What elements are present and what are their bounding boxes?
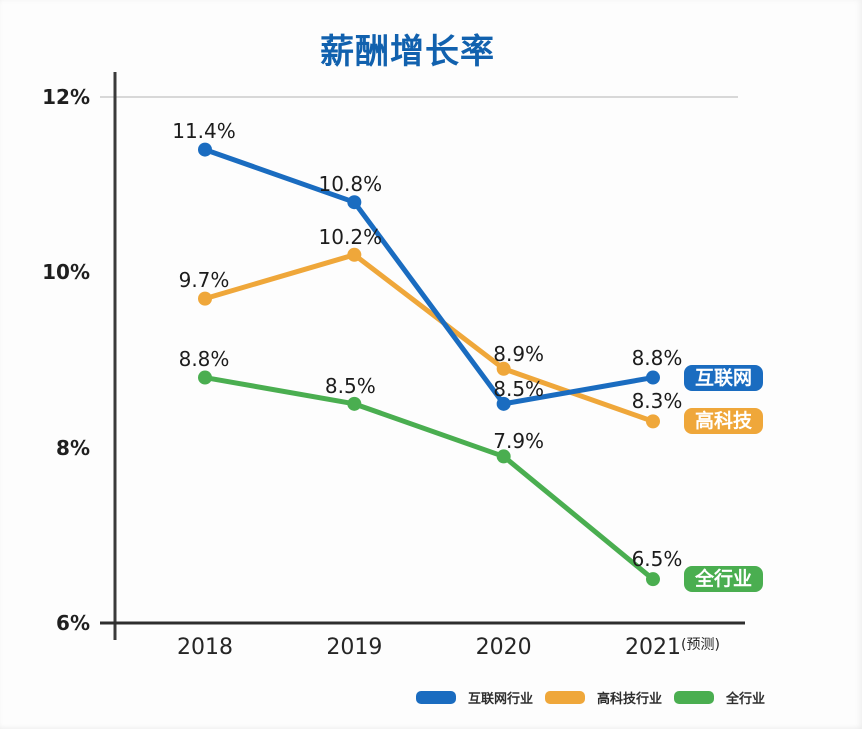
- x-axis-tick-year: 2018: [177, 635, 233, 660]
- y-axis-tick-label: 8%: [56, 435, 90, 460]
- x-axis-tick-year: 2019: [326, 635, 383, 660]
- legend-label-all-industry: 全行业: [726, 692, 766, 707]
- legend-item-hightech: 高科技行业: [545, 688, 662, 707]
- data-point-hightech-2021: [645, 414, 660, 429]
- data-point-internet-2021: [645, 370, 660, 385]
- data-label-hightech-2018: 9.7%: [178, 267, 230, 292]
- forecast-suffix: (预测): [680, 637, 720, 653]
- data-point-all-industry-2019: [347, 396, 362, 411]
- data-point-internet-2019: [347, 195, 362, 210]
- data-label-internet-2019: 10.8%: [318, 172, 383, 197]
- data-point-hightech-2019: [347, 247, 362, 262]
- series-line-hightech: [202, 252, 656, 424]
- series-badge-internet: 互联网: [684, 364, 764, 391]
- data-point-all-industry-2020: [496, 449, 511, 464]
- series-badge-hightech: 高科技: [684, 408, 764, 435]
- data-label-hightech-2021: 8.3%: [631, 389, 683, 414]
- x-axis-tick-year: 2020: [475, 635, 532, 660]
- data-label-hightech-2019: 10.2%: [318, 224, 383, 249]
- legend-item-internet: 互联网行业: [416, 688, 533, 707]
- y-axis-tick-label: 6%: [56, 611, 90, 635]
- x-axis-tick-year: 2021: [624, 635, 681, 660]
- data-label-all-industry-2018: 8.8%: [178, 346, 230, 371]
- x-axis-tick-label: 2020: [476, 635, 532, 661]
- data-label-internet-2020: 8.5%: [493, 376, 545, 401]
- data-point-all-industry-2021: [645, 572, 660, 587]
- y-axis-tick-label: 12%: [42, 85, 90, 109]
- data-label-internet-2021: 8.8%: [631, 345, 683, 370]
- legend-swatch-internet: [416, 691, 456, 704]
- legend: 互联网行业 高科技行业 全行业: [416, 688, 765, 707]
- x-axis-tick-label: 2019: [326, 635, 382, 661]
- data-label-all-industry-2019: 8.5%: [324, 373, 376, 398]
- legend-swatch-all-industry: [674, 691, 715, 704]
- data-label-internet-2018: 11.4%: [172, 118, 236, 143]
- legend-label-hightech: 高科技行业: [597, 692, 663, 707]
- series-badge-all-industry: 全行业: [684, 566, 764, 593]
- data-point-internet-2018: [198, 142, 212, 157]
- data-point-internet-2020: [496, 396, 511, 411]
- chart-title: 薪酬增长率: [320, 32, 495, 72]
- legend-item-all-industry: 全行业: [674, 688, 765, 707]
- series-line-all-industry: [202, 375, 656, 582]
- data-label-all-industry-2020: 7.9%: [493, 429, 545, 454]
- legend-label-internet: 互联网行业: [468, 692, 534, 707]
- data-label-all-industry-2021: 6.5%: [631, 547, 683, 572]
- data-point-hightech-2018: [198, 291, 212, 306]
- x-axis-tick-label: 2021 (预测): [624, 635, 720, 661]
- x-axis-tick-label: 2018: [177, 635, 233, 661]
- series-line-internet: [202, 147, 656, 407]
- data-point-all-industry-2018: [198, 370, 212, 385]
- y-axis-tick-label: 10%: [42, 260, 90, 285]
- legend-swatch-hightech: [545, 691, 586, 704]
- data-point-hightech-2020: [496, 361, 511, 376]
- data-label-hightech-2020: 8.9%: [493, 341, 545, 366]
